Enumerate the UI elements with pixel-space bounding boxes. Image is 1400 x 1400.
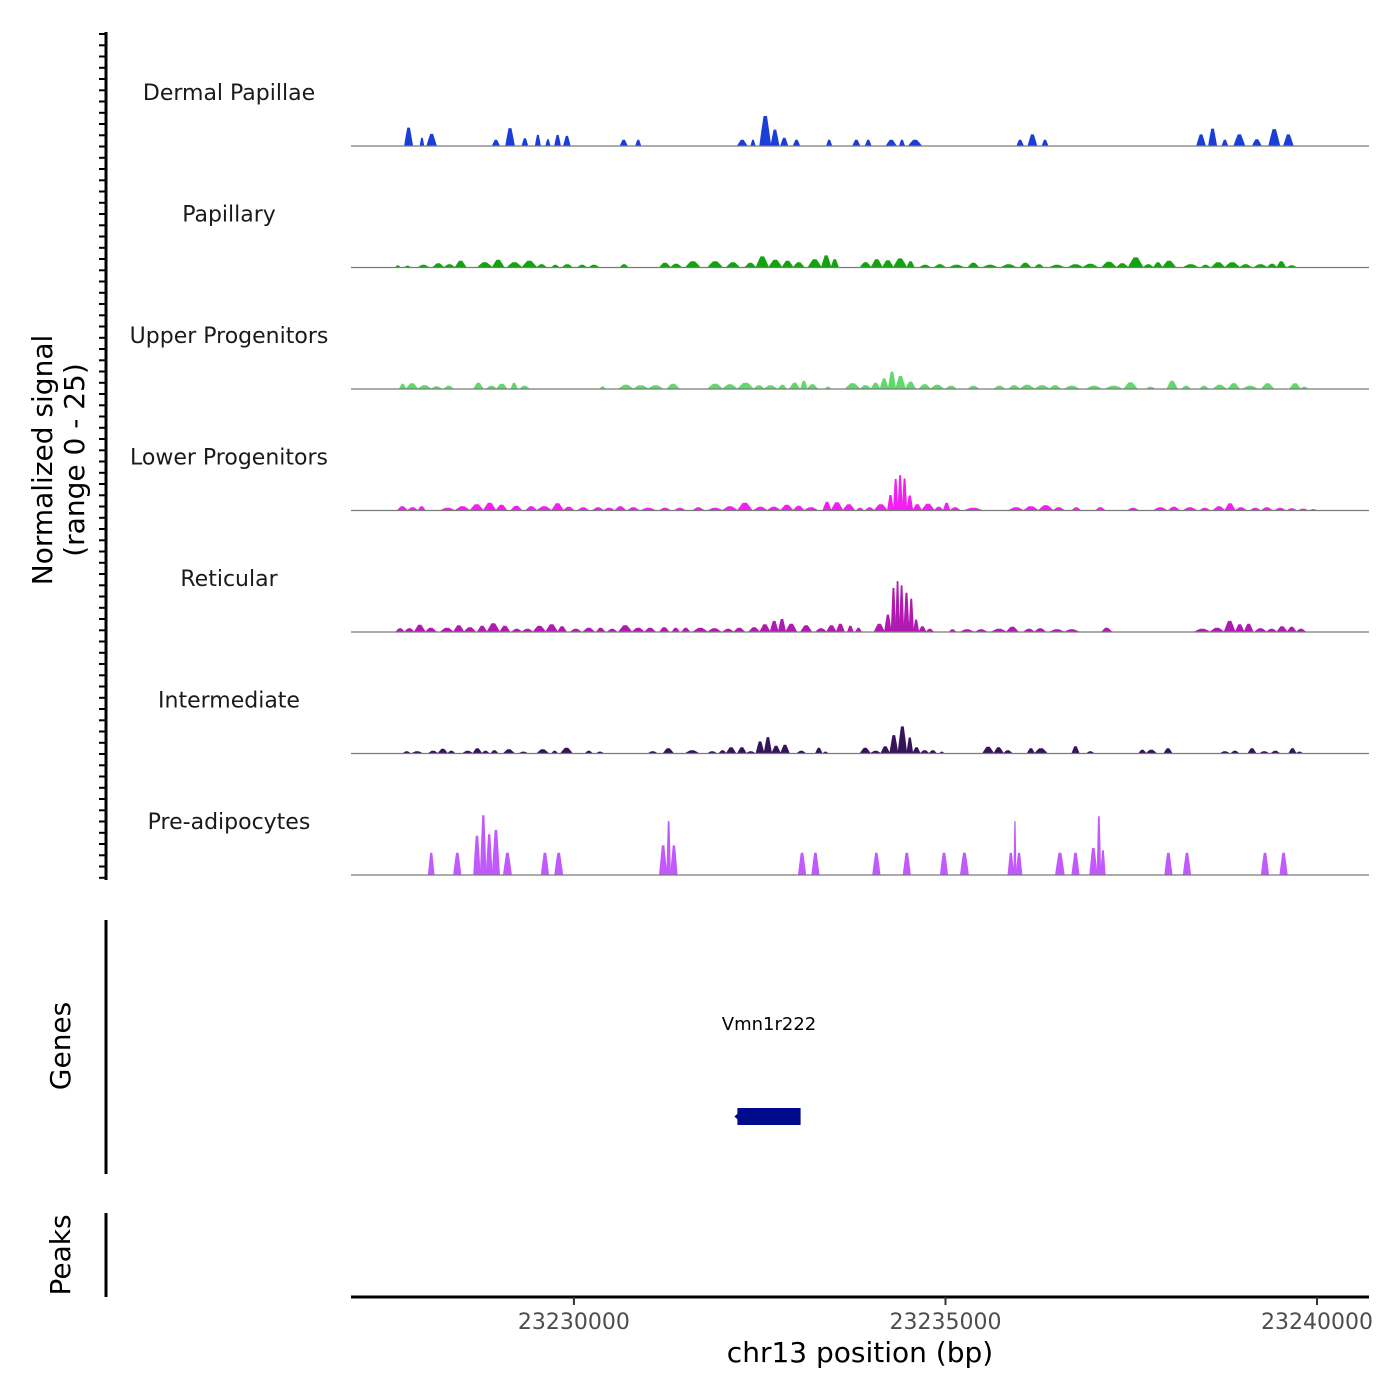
x-axis-ticks: 23230000 23235000 23240000 <box>518 1297 1373 1335</box>
track-pre-adipocytes: Pre-adipocytes <box>148 810 1369 876</box>
signal-tracks: Dermal Papillae Papillary Upper Progenitor… <box>130 81 1369 876</box>
track-label: Papillary <box>182 203 276 228</box>
gene-annotations: Vmn1r222 <box>722 1014 816 1125</box>
track-lower-progenitors: Lower Progenitors <box>130 446 1369 512</box>
x-tick-label: 23235000 <box>890 1310 1002 1335</box>
x-tick-label: 23240000 <box>1261 1310 1373 1335</box>
track-label: Lower Progenitors <box>130 446 328 471</box>
track-label: Pre-adipocytes <box>148 810 311 835</box>
track-label: Upper Progenitors <box>130 324 329 349</box>
x-axis-title: chr13 position (bp) <box>727 1336 993 1369</box>
gene-body <box>737 1108 801 1125</box>
track-intermediate: Intermediate <box>158 689 1369 755</box>
x-tick-label: 23230000 <box>518 1310 630 1335</box>
signal-y-axis-ticks <box>99 33 106 879</box>
track-upper-progenitors: Upper Progenitors <box>130 324 1369 390</box>
track-papillary: Papillary <box>182 203 1369 269</box>
signal-y-axis-title: Normalized signal (range 0 - 25) <box>26 335 91 586</box>
track-label: Dermal Papillae <box>143 81 315 106</box>
track-label: Reticular <box>180 567 278 592</box>
genes-axis-title: Genes <box>44 1002 77 1090</box>
gene-label: Vmn1r222 <box>722 1014 816 1035</box>
track-dermal-papillae: Dermal Papillae <box>143 81 1369 147</box>
peaks-axis-title: Peaks <box>44 1214 77 1295</box>
gene-strand-arrow <box>734 1111 741 1122</box>
track-label: Intermediate <box>158 689 300 714</box>
signal-axis-title-line2: (range 0 - 25) <box>58 363 91 557</box>
signal-axis-title-line1: Normalized signal <box>26 335 59 586</box>
track-reticular: Reticular <box>180 567 1369 633</box>
